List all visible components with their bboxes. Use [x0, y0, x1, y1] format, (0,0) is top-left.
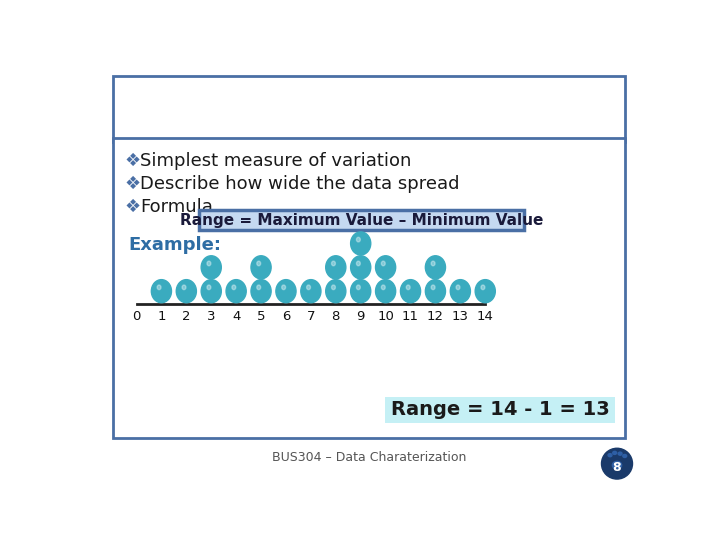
Text: Range = Maximum Value – Minimum Value: Range = Maximum Value – Minimum Value	[179, 213, 543, 228]
Text: Example:: Example:	[129, 236, 222, 254]
Text: BUS304 – Data Charaterization: BUS304 – Data Charaterization	[272, 451, 466, 464]
Ellipse shape	[201, 256, 221, 279]
Ellipse shape	[426, 256, 446, 279]
FancyBboxPatch shape	[113, 76, 625, 142]
Ellipse shape	[382, 285, 385, 289]
Text: 12: 12	[427, 309, 444, 323]
Text: ❖: ❖	[125, 198, 141, 216]
Ellipse shape	[331, 285, 336, 289]
Ellipse shape	[613, 451, 616, 455]
Text: ❖: ❖	[125, 175, 141, 193]
Text: 13: 13	[452, 309, 469, 323]
Ellipse shape	[331, 261, 336, 266]
Ellipse shape	[176, 280, 197, 303]
Text: 4: 4	[232, 309, 240, 323]
Text: 5: 5	[257, 309, 265, 323]
Text: 1: 1	[157, 309, 166, 323]
FancyBboxPatch shape	[113, 138, 625, 438]
Text: 6: 6	[282, 309, 290, 323]
Ellipse shape	[431, 285, 435, 289]
Text: 7: 7	[307, 309, 315, 323]
Text: 8: 8	[613, 461, 621, 474]
Ellipse shape	[251, 280, 271, 303]
Ellipse shape	[182, 285, 186, 289]
Ellipse shape	[450, 280, 470, 303]
Ellipse shape	[151, 280, 171, 303]
Ellipse shape	[406, 285, 410, 289]
Circle shape	[601, 448, 632, 479]
Ellipse shape	[376, 256, 396, 279]
Ellipse shape	[307, 285, 310, 289]
FancyBboxPatch shape	[384, 397, 616, 423]
FancyBboxPatch shape	[199, 211, 524, 231]
Ellipse shape	[623, 455, 626, 457]
Ellipse shape	[356, 237, 360, 242]
Ellipse shape	[481, 285, 485, 289]
Ellipse shape	[257, 285, 261, 289]
Ellipse shape	[351, 232, 371, 255]
Text: ❖: ❖	[125, 152, 141, 170]
Ellipse shape	[325, 256, 346, 279]
Ellipse shape	[456, 285, 460, 289]
Text: 14: 14	[477, 309, 494, 323]
Ellipse shape	[276, 280, 296, 303]
Text: 3: 3	[207, 309, 215, 323]
Text: 11: 11	[402, 309, 419, 323]
Text: 0: 0	[132, 309, 140, 323]
Ellipse shape	[207, 261, 211, 266]
Ellipse shape	[351, 256, 371, 279]
Ellipse shape	[376, 280, 396, 303]
Ellipse shape	[251, 256, 271, 279]
Ellipse shape	[618, 452, 622, 455]
Ellipse shape	[157, 285, 161, 289]
Ellipse shape	[325, 280, 346, 303]
Ellipse shape	[201, 280, 221, 303]
Ellipse shape	[612, 461, 621, 469]
Ellipse shape	[351, 280, 371, 303]
Ellipse shape	[301, 280, 321, 303]
Ellipse shape	[382, 261, 385, 266]
Ellipse shape	[282, 285, 286, 289]
Ellipse shape	[608, 454, 612, 457]
Ellipse shape	[431, 261, 435, 266]
Text: 8: 8	[332, 309, 340, 323]
Ellipse shape	[207, 285, 211, 289]
Ellipse shape	[232, 285, 235, 289]
Ellipse shape	[356, 285, 360, 289]
Text: 10: 10	[377, 309, 394, 323]
Ellipse shape	[475, 280, 495, 303]
Text: Describe how wide the data spread: Describe how wide the data spread	[140, 175, 460, 193]
Text: 9: 9	[356, 309, 365, 323]
Ellipse shape	[257, 261, 261, 266]
Text: 2: 2	[182, 309, 191, 323]
Ellipse shape	[226, 280, 246, 303]
Text: Formula: Formula	[140, 198, 213, 216]
Ellipse shape	[426, 280, 446, 303]
Text: Range = 14 - 1 = 13: Range = 14 - 1 = 13	[391, 400, 609, 419]
Ellipse shape	[400, 280, 420, 303]
Text: Simplest measure of variation: Simplest measure of variation	[140, 152, 412, 170]
Ellipse shape	[356, 261, 360, 266]
